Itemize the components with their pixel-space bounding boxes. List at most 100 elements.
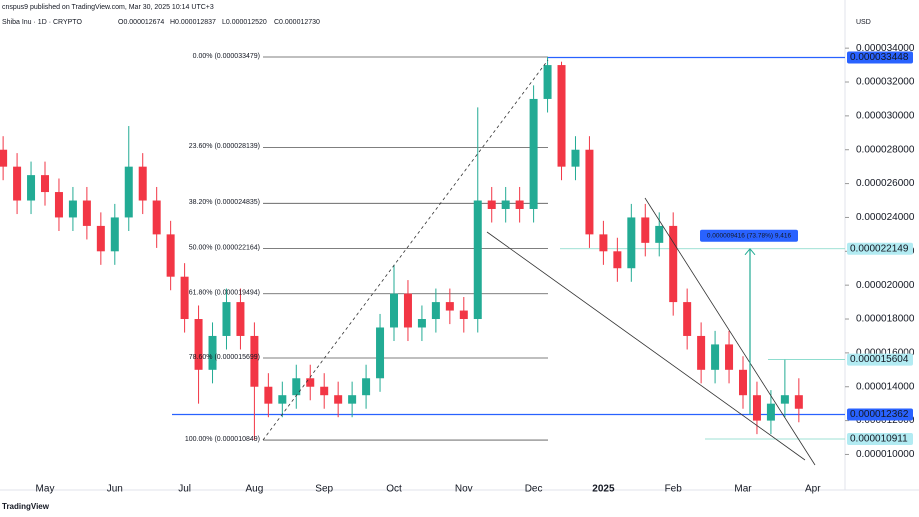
fib-label: 23.60% (0.000028139)	[189, 143, 260, 150]
candle-body	[110, 217, 119, 252]
ohlc-value: H0.000012837	[170, 19, 216, 26]
candle-body	[124, 166, 133, 218]
candle-body	[417, 319, 426, 328]
candle-body	[222, 302, 231, 336]
candle-body	[780, 395, 789, 404]
fib-label: 0.00% (0.000033479)	[193, 53, 260, 60]
price-tag	[847, 51, 913, 64]
candle-body	[557, 65, 566, 167]
candle-body	[166, 234, 175, 277]
candle-body	[362, 378, 371, 396]
candle-body	[487, 200, 496, 209]
measure-label: 0.000009416 (73.78%) 9,416	[707, 232, 792, 239]
x-tick-label: Dec	[525, 484, 543, 495]
measure-head	[744, 247, 756, 256]
candle-body	[794, 395, 803, 409]
author: cnspus9 published on TradingView.com, Ma…	[2, 4, 214, 11]
candle-body	[68, 200, 77, 218]
fib-label: 78.60% (0.000015699)	[189, 354, 260, 361]
candle-body	[264, 386, 273, 404]
x-tick-label: May	[36, 484, 55, 495]
wedge-line	[486, 231, 806, 461]
candle-body	[585, 149, 594, 235]
candle-body	[571, 149, 580, 167]
candle-body	[683, 302, 692, 336]
fib-trend	[262, 59, 549, 441]
fib-label: 50.00% (0.000022164)	[189, 244, 260, 251]
ohlc-value: O0.000012674	[118, 19, 164, 26]
candle-body	[152, 200, 161, 235]
candle-body	[278, 395, 287, 404]
plot	[0, 56, 845, 441]
candle-body	[194, 319, 203, 370]
price-tag	[847, 353, 913, 366]
price-tag	[847, 242, 913, 255]
y-tick-label: 0.000020000	[856, 280, 915, 291]
candle-body	[376, 327, 385, 379]
candle-body	[543, 65, 552, 99]
x-tick-label: Oct	[386, 484, 402, 495]
candle-body	[403, 293, 412, 328]
candle-body	[459, 310, 468, 320]
price-tag-label: 0.000022149	[850, 243, 909, 254]
candle-body	[180, 276, 189, 320]
x-tick-label: Jun	[107, 484, 123, 495]
candle-body	[208, 335, 217, 370]
candle-body	[54, 192, 63, 218]
y-tick-label: 0.000026000	[856, 178, 915, 189]
price-tag	[847, 433, 913, 446]
y-tick-label: 0.000032000	[856, 77, 915, 88]
candle-body	[348, 395, 357, 404]
y-tick-label: 0.000012000	[856, 415, 915, 426]
y-tick-label: 0.000024000	[856, 212, 915, 223]
candle-body	[41, 175, 49, 193]
candle-body	[236, 302, 245, 336]
wedge-line	[644, 197, 816, 466]
candle-body	[138, 166, 147, 201]
candle-body	[445, 302, 454, 311]
y-tick-label: 0.000030000	[856, 111, 915, 122]
candle-body	[641, 217, 650, 243]
candle-body	[711, 344, 720, 370]
candle-body	[320, 386, 329, 396]
candle-body	[529, 98, 538, 209]
price-tag-label: 0.000033448	[850, 52, 909, 63]
candle-body	[613, 251, 622, 269]
symbol: Shiba Inu · 1D · CRYPTO	[2, 19, 82, 26]
y-tick-label: 0.000014000	[856, 381, 915, 392]
candle-body	[473, 200, 482, 320]
x-tick-label: Apr	[805, 484, 821, 495]
candle-body	[725, 344, 734, 370]
measure-box	[700, 229, 798, 242]
footer: TradingView	[2, 502, 50, 511]
x-tick-label: 2025	[592, 484, 615, 495]
price-tag	[847, 408, 913, 421]
y-tick-label: 0.000018000	[856, 314, 915, 325]
currency: USD	[856, 19, 871, 26]
y-tick-label: 0.000028000	[856, 144, 915, 155]
ohlc-value: C0.000012730	[274, 19, 320, 26]
fib-label: 100.00% (0.000010849)	[185, 436, 260, 443]
candle-body	[13, 166, 22, 201]
x-tick-label: Aug	[246, 484, 264, 495]
candle-body	[752, 395, 761, 421]
price-tag-label: 0.000012362	[850, 409, 909, 420]
y-tick-label: 0.000016000	[856, 348, 915, 359]
candle-body	[292, 378, 301, 396]
candle-body	[739, 369, 747, 396]
fib-label: 61.80% (0.000019494)	[189, 290, 260, 297]
y-tick-label: 0.000034000	[856, 43, 915, 54]
candle-body	[766, 403, 775, 421]
candle-body	[599, 234, 608, 252]
candle-body	[27, 175, 36, 201]
candle-body	[96, 225, 105, 252]
candle-body	[627, 217, 636, 269]
price-tag-label: 0.000015604	[850, 354, 909, 365]
candle-body	[501, 200, 510, 209]
candle-body	[669, 225, 678, 303]
candle-body	[390, 293, 398, 328]
candle-body	[697, 335, 706, 370]
price-tag-label: 0.000010911	[850, 434, 908, 445]
candle-body	[0, 149, 8, 167]
